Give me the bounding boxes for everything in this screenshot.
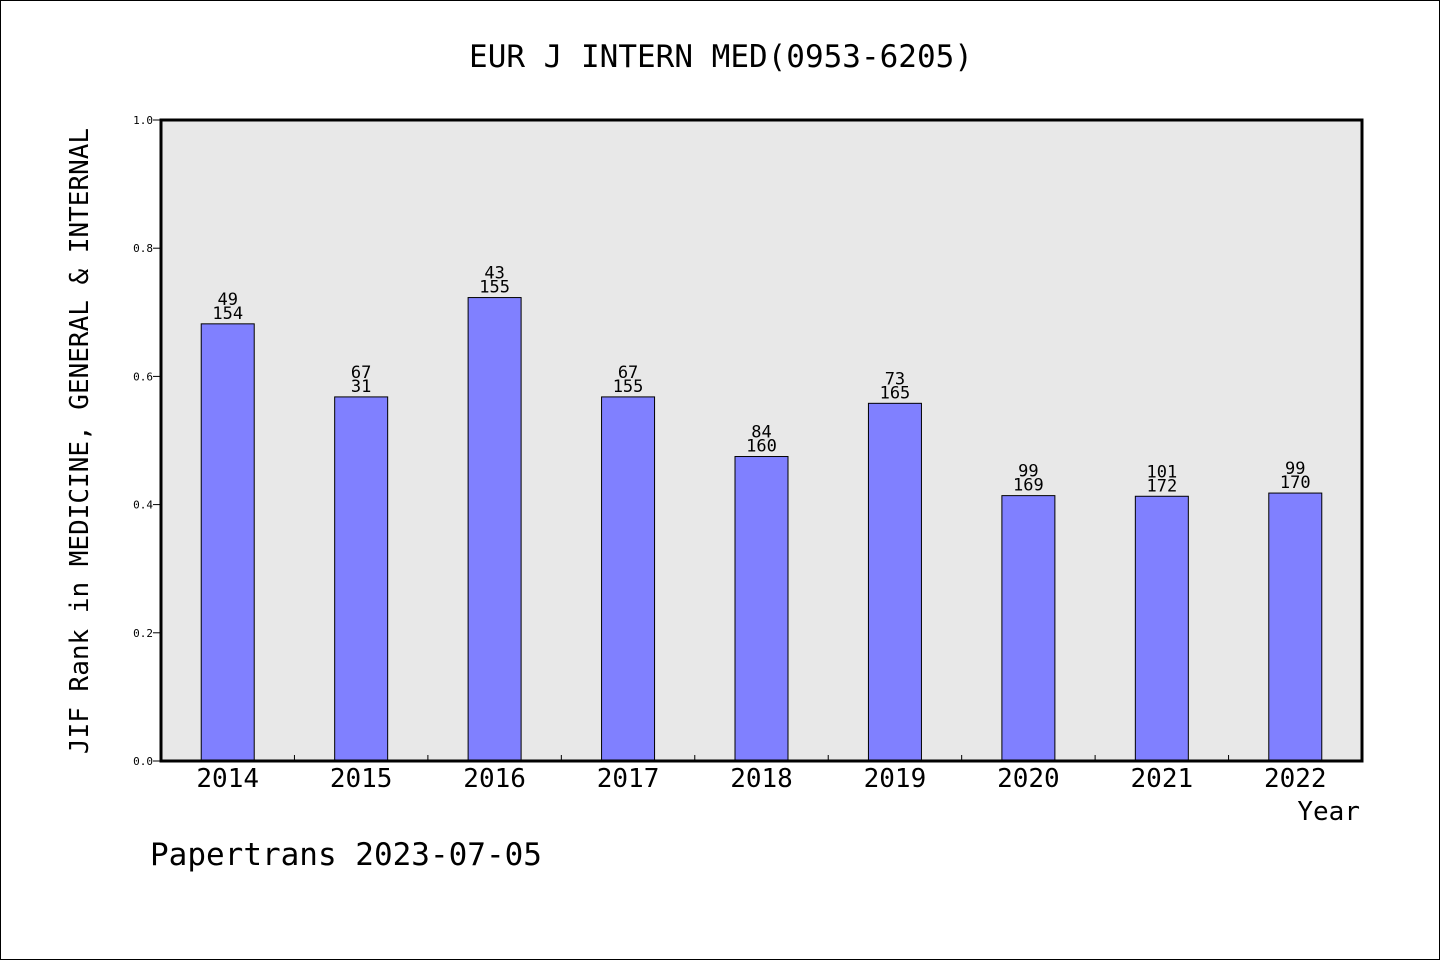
bar-2022	[1268, 492, 1323, 762]
y-tick-label: 0.0	[133, 755, 153, 768]
bar-label-bottom: 165	[880, 383, 911, 403]
x-tick-label: 2022	[1264, 764, 1327, 794]
chart-title: EUR J INTERN MED(0953-6205)	[469, 39, 973, 75]
plot-border	[159, 118, 1364, 763]
bar-label-bottom: 31	[351, 377, 371, 397]
footer-text: Papertrans 2023-07-05	[150, 837, 542, 873]
y-tick-label: 1.0	[133, 114, 153, 127]
x-tick-label: 2019	[864, 764, 927, 794]
bar-label-bottom: 169	[1013, 476, 1044, 496]
y-tick-label: 0.2	[133, 627, 153, 640]
bar-2019	[867, 402, 922, 762]
x-tick-label: 2017	[597, 764, 660, 794]
y-tick-label: 0.8	[133, 242, 153, 255]
y-tick-label: 0.6	[133, 370, 153, 383]
bar-label-top: 49	[217, 290, 237, 310]
bar-2021	[1134, 495, 1189, 762]
bar-label-bottom: 160	[746, 437, 777, 457]
bar-2017	[601, 396, 656, 762]
x-tick-label: 2016	[463, 764, 526, 794]
bar-label-bottom: 170	[1280, 473, 1311, 493]
bar-2018	[734, 456, 789, 762]
y-axis-label: JIF Rank in MEDICINE, GENERAL & INTERNAL	[65, 128, 95, 754]
bar-label-bottom: 155	[479, 278, 510, 298]
bar-label-top: 84	[751, 423, 771, 443]
bar-label-top: 99	[1018, 462, 1038, 482]
bar-label-bottom: 172	[1146, 476, 1177, 496]
bar-2020	[1001, 495, 1056, 762]
bar-label-top: 67	[618, 363, 638, 383]
bar-label-top: 73	[885, 369, 905, 389]
bar-label-top: 67	[351, 363, 371, 383]
x-tick-label: 2021	[1131, 764, 1194, 794]
x-axis-label: Year	[1297, 797, 1360, 827]
bars-group: 4915467314315567155841607316599169101172…	[200, 264, 1323, 762]
y-tick-label: 0.4	[133, 499, 153, 512]
bar-label-top: 43	[484, 264, 504, 284]
bar-label-bottom: 154	[212, 304, 243, 324]
x-tick-label: 2018	[730, 764, 793, 794]
y-axis: 0.0 0.2 0.4 0.6 0.8 1.0	[133, 114, 161, 768]
bar-label-top: 101	[1146, 462, 1177, 482]
x-tick-label: 2020	[997, 764, 1060, 794]
bar-2015	[334, 396, 389, 762]
x-axis: 2014 2015 2016 2017 2018 2019 2020 2021 2022	[196, 755, 1327, 794]
bar-2014	[200, 323, 255, 762]
x-tick-label: 2014	[196, 764, 259, 794]
bar-label-top: 99	[1285, 459, 1305, 479]
bar-2016	[467, 297, 522, 762]
bar-label-bottom: 155	[613, 377, 644, 397]
x-tick-label: 2015	[330, 764, 393, 794]
